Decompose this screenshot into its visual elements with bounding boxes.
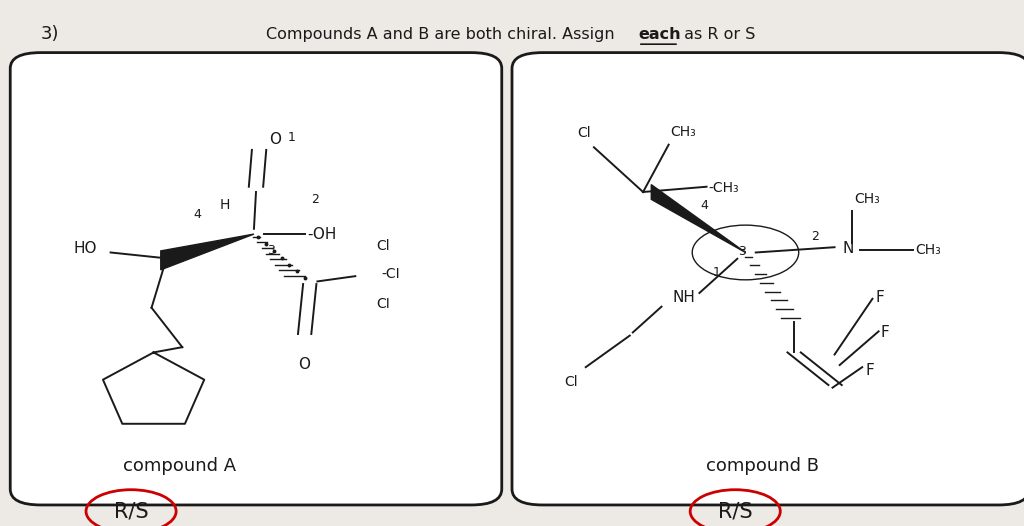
Text: F: F — [876, 290, 885, 305]
Text: NH: NH — [673, 290, 695, 305]
Text: N: N — [843, 241, 854, 256]
Text: -OH: -OH — [307, 227, 337, 241]
Text: CH₃: CH₃ — [671, 125, 696, 139]
Text: F: F — [865, 363, 874, 378]
Text: as R or S: as R or S — [679, 27, 756, 42]
Text: compound B: compound B — [707, 457, 819, 474]
Text: 3): 3) — [41, 25, 59, 43]
Polygon shape — [651, 185, 745, 252]
Text: -CI: -CI — [381, 267, 399, 280]
Text: H: H — [220, 198, 230, 212]
Text: CH₃: CH₃ — [854, 192, 880, 206]
FancyBboxPatch shape — [10, 53, 502, 505]
Text: Cl: Cl — [376, 239, 389, 252]
Text: Cl: Cl — [577, 126, 591, 140]
Text: each: each — [638, 27, 681, 42]
Text: 4: 4 — [194, 208, 202, 220]
Text: O: O — [298, 357, 310, 372]
Text: CH₃: CH₃ — [915, 243, 941, 257]
Text: Cl: Cl — [564, 375, 579, 389]
Text: 2: 2 — [811, 230, 819, 243]
Text: Compounds A and B are both chiral. Assign: Compounds A and B are both chiral. Assig… — [266, 27, 620, 42]
Text: 2: 2 — [311, 194, 319, 206]
Text: CI: CI — [376, 297, 389, 310]
Text: F: F — [881, 325, 890, 340]
Text: O: O — [269, 132, 282, 147]
Text: HO: HO — [74, 241, 97, 256]
Text: 1: 1 — [713, 266, 721, 279]
Text: R/S: R/S — [114, 501, 148, 521]
Text: compound A: compound A — [123, 457, 236, 474]
Text: 3: 3 — [738, 245, 746, 258]
Text: R/S: R/S — [718, 501, 753, 521]
Text: 4: 4 — [700, 199, 709, 211]
Polygon shape — [161, 234, 254, 270]
Text: -CH₃: -CH₃ — [709, 181, 739, 195]
Text: 1: 1 — [288, 130, 296, 144]
Text: 3: 3 — [267, 244, 275, 257]
FancyBboxPatch shape — [512, 53, 1024, 505]
